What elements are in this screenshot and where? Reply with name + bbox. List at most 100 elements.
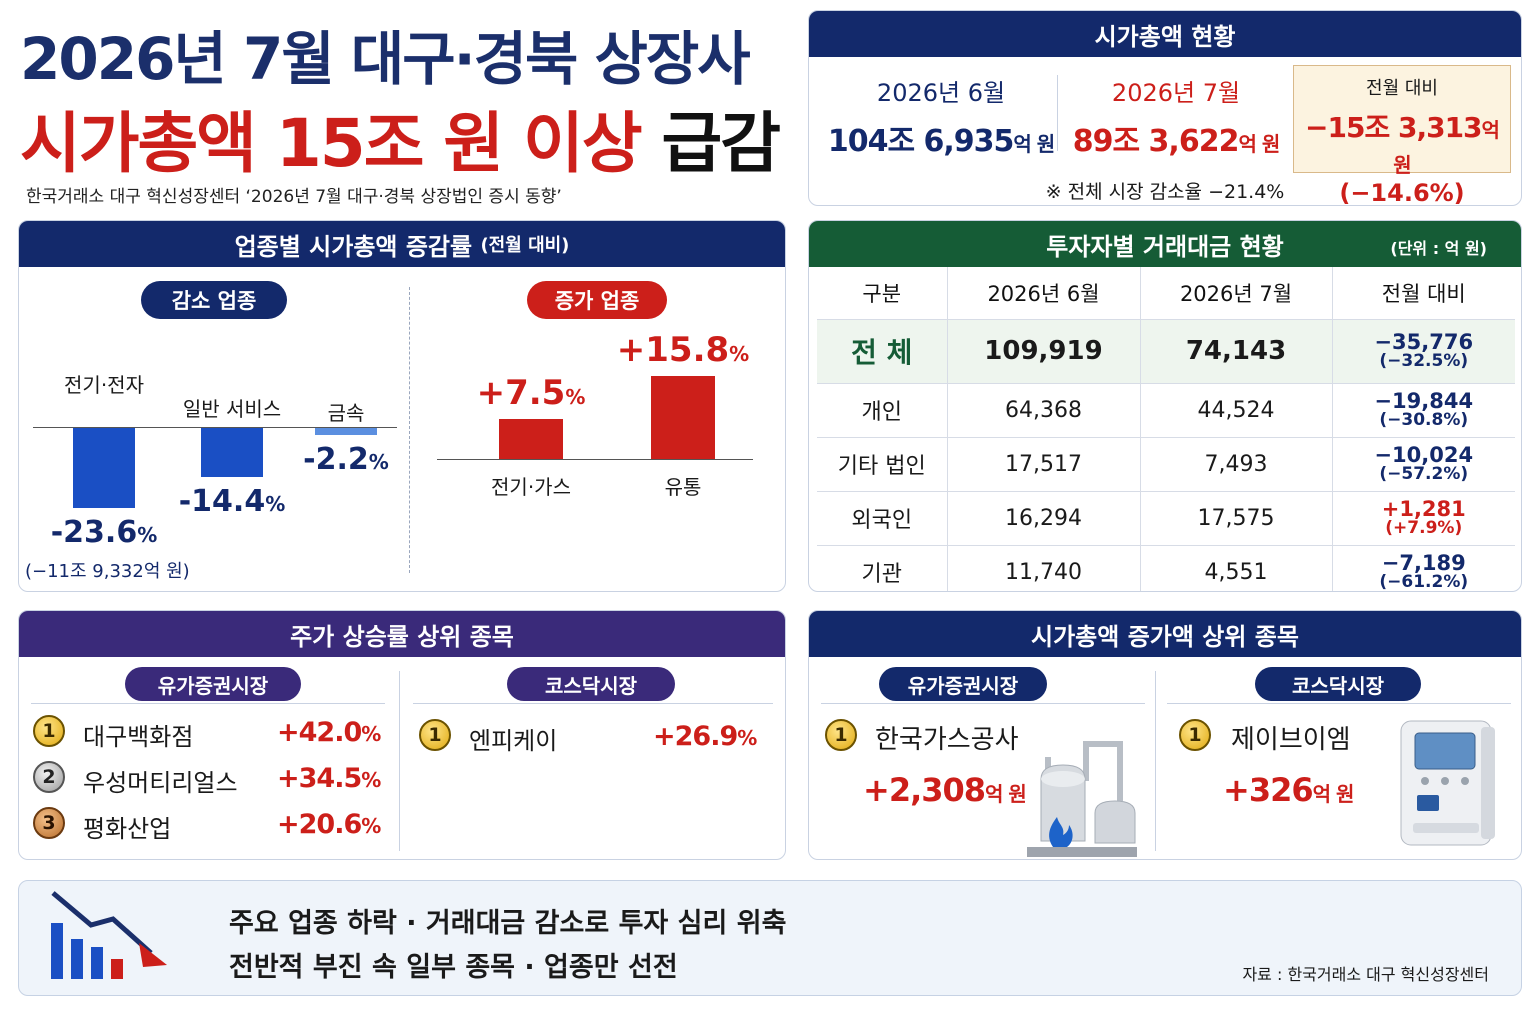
gainer-kospi-value: +42.0% bbox=[277, 717, 381, 748]
investor-title: 투자자별 거래대금 현황 (단위 : 억 원) bbox=[809, 221, 1521, 267]
sector-title-main: 업종별 시가총액 증감률 bbox=[234, 232, 473, 261]
total-change: −35,776 (−32.5%) bbox=[1332, 319, 1515, 384]
bar-category-label: 일반 서비스 bbox=[182, 397, 282, 421]
table-header-row: 구분 2026년 6월 2026년 7월 전월 대비 bbox=[817, 267, 1515, 320]
bar-value-label: -23.6% bbox=[33, 515, 175, 550]
bar-value: -14.4 bbox=[178, 483, 266, 519]
table-row: 기관 11,740 4,551 −7,189 (−61.2%) bbox=[817, 545, 1515, 591]
rank-medal-3: 3 bbox=[33, 807, 65, 839]
summary-banner: 주요 업종 하락 · 거래대금 감소로 투자 심리 위축 전반적 부진 속 일부… bbox=[18, 880, 1522, 996]
table-row-total: 전 체 109,919 74,143 −35,776 (−32.5%) bbox=[817, 319, 1515, 384]
sector-chart-panel: 업종별 시가총액 증감률 (전월 대비) 감소 업종 증가 업종 전기·전자 -2… bbox=[18, 220, 786, 592]
gainer-unit: % bbox=[737, 726, 757, 750]
capinc-kosdaq-pill: 코스닥시장 bbox=[1255, 667, 1421, 701]
page-headline: 시가총액 15조 원 이상 급감 bbox=[20, 90, 781, 186]
bar-value-unit: % bbox=[265, 491, 286, 516]
gainer-kospi-value: +20.6% bbox=[277, 809, 381, 840]
capinc-kosdaq-unit: 억 원 bbox=[1312, 782, 1355, 806]
gainers-kosdaq-pill: 코스닥시장 bbox=[507, 667, 675, 701]
july-cap-unit: 억 원 bbox=[1238, 132, 1280, 156]
july-cap-value: 89조 3,622 bbox=[1072, 124, 1240, 159]
capinc-divider bbox=[1155, 671, 1156, 851]
investor-title-text: 투자자별 거래대금 현황 bbox=[1046, 232, 1284, 261]
divider bbox=[821, 703, 1145, 704]
row-change-pct: (−30.8%) bbox=[1379, 410, 1469, 431]
bar-value-label: +15.8% bbox=[601, 330, 765, 370]
gainer-kospi-name: 대구백화점 bbox=[83, 723, 194, 751]
gainers-title: 주가 상승률 상위 종목 bbox=[19, 611, 785, 657]
bar-value-unit: % bbox=[565, 385, 586, 410]
capinc-kospi-amount: +2,308 bbox=[863, 771, 986, 809]
gainer-value: +26.9 bbox=[653, 721, 738, 752]
rank-medal-1: 1 bbox=[1179, 719, 1211, 751]
gainer-value: +20.6 bbox=[277, 809, 362, 840]
decrease-axis-line bbox=[33, 427, 397, 428]
total-july: 74,143 bbox=[1140, 319, 1333, 384]
bar-value-label: +7.5% bbox=[449, 373, 613, 413]
market-cap-title: 시가총액 현황 bbox=[809, 11, 1521, 57]
rank-medal-1: 1 bbox=[825, 719, 857, 751]
capinc-kospi-pill: 유가증권시장 bbox=[879, 667, 1047, 701]
gainer-kospi-name: 우성머티리얼스 bbox=[83, 769, 238, 797]
bar-increase bbox=[651, 375, 715, 459]
row-label: 기타 법인 bbox=[817, 437, 948, 492]
capinc-kosdaq-value: +326억 원 bbox=[1223, 771, 1355, 809]
bar-category-label: 전기·가스 bbox=[491, 475, 571, 499]
cap-change-unit: 억 원 bbox=[1393, 118, 1500, 177]
bar-value-unit: % bbox=[137, 523, 158, 548]
bar-category-label: 전기·전자 bbox=[64, 373, 144, 397]
row-change-value: −10,024 bbox=[1374, 443, 1474, 468]
divider bbox=[413, 703, 773, 704]
table-row: 기타 법인 17,517 7,493 −10,024 (−57.2%) bbox=[817, 437, 1515, 492]
table-row: 외국인 16,294 17,575 +1,281 (+7.9%) bbox=[817, 491, 1515, 546]
row-july: 4,551 bbox=[1140, 545, 1333, 591]
bar-increase bbox=[499, 419, 563, 459]
row-change-value: −7,189 bbox=[1381, 551, 1466, 576]
top-gainers-panel: 주가 상승률 상위 종목 유가증권시장 코스닥시장 1 대구백화점 +42.0% 2 우… bbox=[18, 610, 786, 860]
capinc-kospi-value: +2,308억 원 bbox=[863, 771, 1027, 809]
bar-decrease bbox=[73, 428, 135, 509]
cap-increase-panel: 시가총액 증가액 상위 종목 유가증권시장 코스닥시장 1 한국가스공사 +2,… bbox=[808, 610, 1522, 860]
rank-medal-2: 2 bbox=[33, 761, 65, 793]
gainers-divider bbox=[399, 671, 400, 851]
capinc-kospi-unit: 억 원 bbox=[985, 782, 1027, 806]
total-june: 109,919 bbox=[947, 319, 1141, 384]
chart-divider bbox=[409, 287, 410, 573]
rank-medal-1: 1 bbox=[419, 719, 451, 751]
table-row: 개인 64,368 44,524 −19,844 (−30.8%) bbox=[817, 383, 1515, 438]
capinc-kosdaq-name: 제이브이엠 bbox=[1231, 725, 1351, 755]
total-label: 전 체 bbox=[817, 319, 948, 384]
bar-value-unit: % bbox=[368, 450, 389, 475]
total-change-pct: (−32.5%) bbox=[1379, 351, 1469, 372]
row-change-value: +1,281 bbox=[1381, 497, 1466, 522]
july-cap-label: 2026년 7월 bbox=[1111, 79, 1241, 107]
decrease-sector-pill: 감소 업종 bbox=[141, 281, 287, 319]
rank-medal-1: 1 bbox=[33, 715, 65, 747]
divider bbox=[31, 703, 385, 704]
increase-axis-line bbox=[437, 459, 753, 460]
capinc-kosdaq-amount: +326 bbox=[1223, 771, 1314, 809]
cap-change-label: 전월 대비 bbox=[1366, 78, 1438, 99]
bar-value: -2.2 bbox=[303, 442, 369, 478]
gainer-unit: % bbox=[361, 814, 381, 838]
gainer-kosdaq-name: 엔피케이 bbox=[469, 727, 558, 755]
col-header-july: 2026년 7월 bbox=[1140, 267, 1333, 320]
market-decline-note: ※ 전체 시장 감소율 −21.4% bbox=[1045, 181, 1285, 203]
investor-unit: (단위 : 억 원) bbox=[1390, 239, 1487, 258]
june-cap-value: 104조 6,935 bbox=[827, 124, 1015, 159]
cap-change-pct: (−14.6%) bbox=[1339, 179, 1465, 206]
headline-black: 급감 bbox=[661, 105, 781, 182]
row-july: 7,493 bbox=[1140, 437, 1333, 492]
row-june: 11,740 bbox=[947, 545, 1141, 591]
bar-extra-label: (−11조 9,332억 원) bbox=[25, 561, 190, 583]
june-cap-label: 2026년 6월 bbox=[876, 79, 1006, 107]
col-header-category: 구분 bbox=[817, 267, 948, 320]
bar-value: +15.8 bbox=[616, 329, 730, 370]
gainers-kospi-pill: 유가증권시장 bbox=[125, 667, 301, 701]
divider bbox=[1167, 703, 1511, 704]
total-change-value: −35,776 bbox=[1374, 330, 1474, 355]
cap-increase-title: 시가총액 증가액 상위 종목 bbox=[809, 611, 1521, 657]
gainer-value: +34.5 bbox=[277, 763, 362, 794]
bar-value-label: -2.2% bbox=[275, 442, 417, 477]
row-change: +1,281 (+7.9%) bbox=[1332, 491, 1515, 546]
